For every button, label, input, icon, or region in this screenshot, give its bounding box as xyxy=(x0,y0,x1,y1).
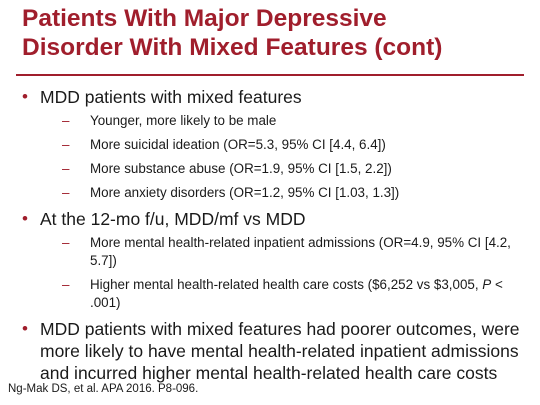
sub-bullet-item: – More mental health-related inpatient a… xyxy=(40,234,528,270)
sub-bullet-list: – Younger, more likely to be male – More… xyxy=(40,112,528,202)
bullet-marker: • xyxy=(22,209,28,228)
bullet-text: At the 12-mo f/u, MDD/mf vs MDD xyxy=(40,209,306,229)
sub-bullet-item: – Higher mental health-related health ca… xyxy=(40,276,528,312)
sub-bullet-text: More suicidal ideation (OR=5.3, 95% CI [… xyxy=(90,137,386,152)
sub-bullet-item: – Younger, more likely to be male xyxy=(40,112,528,130)
cost-text-before: Higher mental health-related health care… xyxy=(90,277,479,292)
dash-marker: – xyxy=(62,137,70,152)
slide-content: • MDD patients with mixed features – You… xyxy=(22,80,528,384)
bullet-list: • MDD patients with mixed features – You… xyxy=(22,86,528,384)
bullet-text: MDD patients with mixed features had poo… xyxy=(40,319,520,383)
slide-title: Patients With Major Depressive Disorder … xyxy=(22,4,532,62)
sub-bullet-item: – More suicidal ideation (OR=5.3, 95% CI… xyxy=(40,136,528,154)
bullet-followup: • At the 12-mo f/u, MDD/mf vs MDD – More… xyxy=(22,208,528,312)
sub-bullet-list: – More mental health-related inpatient a… xyxy=(40,234,528,312)
sub-bullet-text: More anxiety disorders (OR=1.2, 95% CI [… xyxy=(90,185,400,200)
title-line-2: Disorder With Mixed Features (cont) xyxy=(22,34,443,61)
dash-marker: – xyxy=(62,185,70,200)
sub-bullet-text: More substance abuse (OR=1.9, 95% CI [1.… xyxy=(90,161,392,176)
bullet-conclusion: • MDD patients with mixed features had p… xyxy=(22,318,528,384)
bullet-marker: • xyxy=(22,319,28,338)
dash-marker: – xyxy=(62,113,70,128)
sub-bullet-item: – More anxiety disorders (OR=1.2, 95% CI… xyxy=(40,184,528,202)
sub-bullet-text: Younger, more likely to be male xyxy=(90,113,277,128)
dash-marker: – xyxy=(62,161,70,176)
citation-footer: Ng-Mak DS, et al. APA 2016. P8-096. xyxy=(8,383,199,395)
title-line-1: Patients With Major Depressive xyxy=(22,5,387,32)
sub-bullet-text: More mental health-related inpatient adm… xyxy=(90,235,511,268)
bullet-text: MDD patients with mixed features xyxy=(40,87,302,107)
title-divider xyxy=(16,74,524,76)
p-value-letter: P xyxy=(482,277,492,292)
cost-text-after: < .001) xyxy=(90,277,503,310)
bullet-marker: • xyxy=(22,87,28,106)
dash-marker: – xyxy=(62,277,70,292)
dash-marker: – xyxy=(62,235,70,250)
bullet-mixed-features: • MDD patients with mixed features – You… xyxy=(22,86,528,202)
sub-bullet-item: – More substance abuse (OR=1.9, 95% CI [… xyxy=(40,160,528,178)
